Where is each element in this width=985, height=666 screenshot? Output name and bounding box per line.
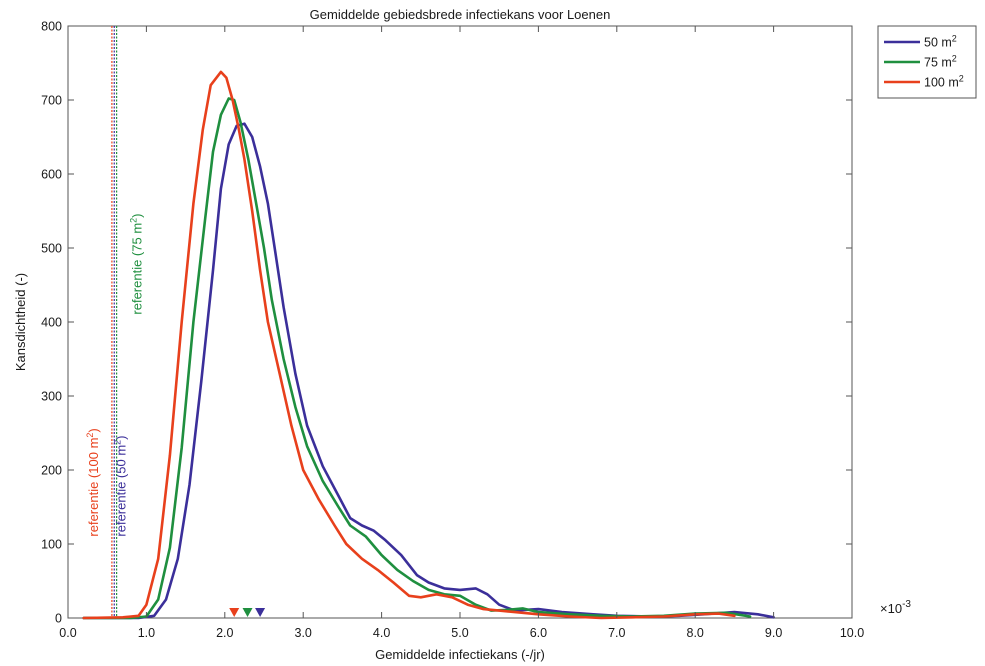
legend-label: 50 m2 [924,34,957,50]
reference-line-label: referentie (50 m2) [112,435,128,536]
y-tick-label: 0 [55,612,62,626]
legend-label-text: 100 m [924,76,959,90]
reference-line-label-text: referentie (75 m [130,223,145,315]
x-tick-label: 8.0 [687,626,704,640]
x-axis-multiplier-base: ×10 [880,601,902,616]
x-axis-multiplier: ×10-3 [880,599,911,616]
x-axis-label: Gemiddelde infectiekans (-/jr) [375,647,545,662]
reference-line-label-text: referentie (100 m [86,438,101,537]
y-tick-label: 100 [41,538,62,552]
x-axis-multiplier-exponent: -3 [902,599,911,610]
legend-label-sup: 2 [952,34,957,44]
y-tick-label: 300 [41,390,62,404]
x-tick-label: 6.0 [530,626,547,640]
reference-line-label-sup: 2 [129,218,139,223]
legend-label-sup: 2 [952,54,957,64]
x-tick-label: 5.0 [451,626,468,640]
y-axis-ticks: 0 100 200 300 400 500 600 700 800 [41,20,852,626]
mean-markers [229,608,266,617]
mean-marker [242,608,253,617]
legend-label-text: 50 m [924,36,952,50]
x-tick-label: 10.0 [840,626,864,640]
x-tick-label: 1.0 [138,626,155,640]
x-tick-label: 3.0 [295,626,312,640]
x-axis-ticks: 0.0 1.0 2.0 3.0 4.0 5.0 6.0 7.0 8.0 9.0 10.0 [59,26,864,640]
y-tick-label: 400 [41,316,62,330]
reference-line-label-text: referentie (50 m [113,445,128,537]
y-tick-label: 600 [41,168,62,182]
reference-line-label-sup: 2 [85,433,95,438]
reference-line-label: referentie (75 m2) [129,213,145,314]
reference-line-label-sup: 2 [112,440,122,445]
plot-area [67,25,853,619]
y-tick-label: 200 [41,464,62,478]
y-tick-label: 700 [41,94,62,108]
series-line [82,97,752,620]
reference-line-label: referentie (100 m2) [85,428,101,536]
reference-lines: referentie (100 m2)referentie (50 m2)ref… [85,26,145,618]
y-tick-label: 800 [41,20,62,34]
x-tick-label: 7.0 [608,626,625,640]
legend-label: 100 m2 [924,74,964,90]
reference-line-label-close: ) [113,435,128,439]
x-tick-label: 9.0 [765,626,782,640]
legend-label-text: 75 m [924,56,952,70]
x-tick-label: 2.0 [216,626,233,640]
mean-marker [255,608,266,617]
reference-line-label-close: ) [86,428,101,432]
legend-label: 75 m2 [924,54,957,70]
x-tick-label: 0.0 [59,626,76,640]
mean-marker [229,608,240,617]
chart-title: Gemiddelde gebiedsbrede infectiekans voo… [310,7,611,22]
reference-line-label-close: ) [130,213,145,217]
legend-label-sup: 2 [959,74,964,84]
x-tick-label: 4.0 [373,626,390,640]
y-tick-label: 500 [41,242,62,256]
y-axis-label: Kansdichtheid (-) [13,273,28,371]
